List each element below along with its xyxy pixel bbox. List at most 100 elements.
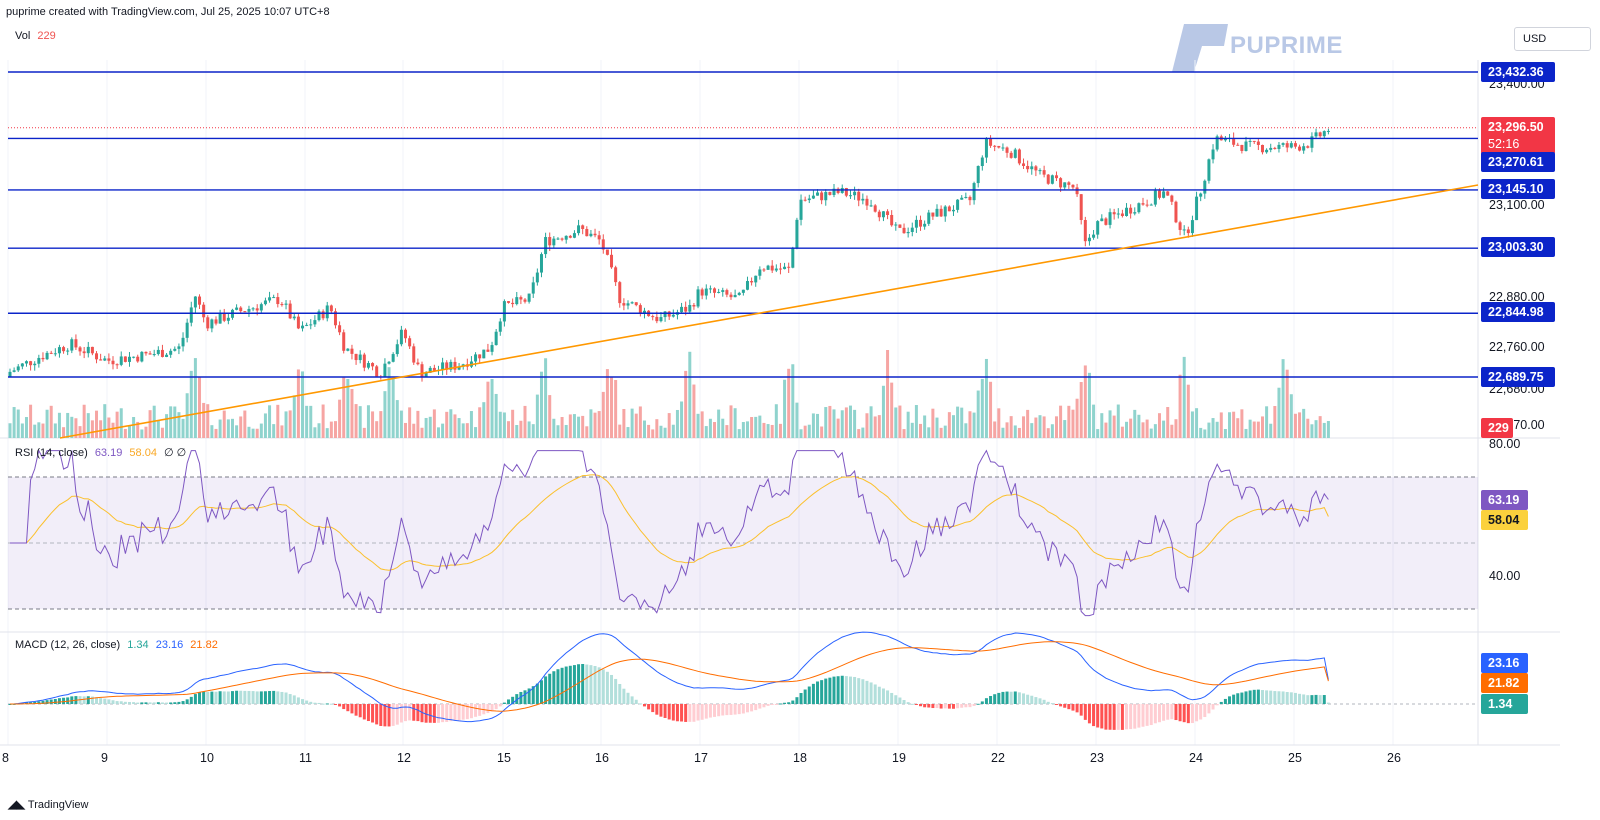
macd-histogram-bar [865, 680, 869, 704]
macd-histogram-bar [1112, 704, 1116, 730]
candle-body [259, 304, 263, 311]
volume-bar [931, 408, 935, 438]
macd-histogram-bar [41, 700, 45, 704]
candle-body [853, 191, 857, 196]
volume-bar [1001, 427, 1005, 438]
macd-histogram-bar [1265, 690, 1269, 704]
candle-body [1314, 132, 1318, 137]
macd-histogram-bar [688, 704, 692, 722]
candle-body [222, 312, 226, 321]
currency-selector[interactable]: USD [1514, 27, 1591, 51]
candle-body [1211, 149, 1215, 160]
volume-bar [478, 407, 482, 438]
candle-body [568, 235, 572, 238]
puprime-logo-icon [1172, 24, 1228, 72]
macd-histogram-bar [57, 698, 61, 704]
volume-bar [527, 421, 531, 438]
macd-histogram-bar [803, 689, 807, 704]
volume-bar [890, 382, 894, 438]
volume-bar [976, 390, 980, 438]
candle-body [1108, 212, 1112, 225]
volume-bar [655, 419, 659, 438]
time-tick-22: 22 [991, 751, 1005, 765]
candle-body [811, 195, 815, 199]
volume-bar [919, 423, 923, 438]
macd-histogram-bar [395, 704, 399, 725]
candle-body [1030, 166, 1034, 170]
volume-bar [57, 412, 61, 438]
volume-bar [1083, 365, 1087, 438]
volume-bar [783, 379, 787, 438]
volume-bar [848, 405, 852, 438]
macd-histogram-bar [1186, 704, 1190, 724]
candle-body [1100, 218, 1104, 222]
candle-body [1083, 220, 1087, 242]
volume-bar [445, 411, 449, 438]
macd-histogram-bar [399, 704, 403, 723]
volume-bar [836, 418, 840, 438]
candle-body [507, 301, 511, 303]
macd-histogram-bar [811, 683, 815, 704]
candle-body [136, 356, 140, 362]
volume-bar [387, 367, 391, 438]
candle-body [511, 302, 515, 305]
macd-histogram-bar [181, 701, 185, 704]
volume-bar [16, 409, 20, 438]
macd-histogram-bar [919, 704, 923, 707]
macd-histogram-bar [1236, 693, 1240, 704]
level-label-2: 23,270.61 [1481, 152, 1555, 172]
volume-bar [383, 391, 387, 438]
volume-bar [45, 409, 49, 438]
candle-body [680, 306, 684, 313]
candle-body [857, 191, 861, 201]
volume-bar [399, 410, 403, 438]
volume-bar [745, 421, 749, 438]
candle-body [66, 350, 70, 352]
volume-bar [1022, 416, 1026, 438]
macd-histogram-bar [119, 701, 123, 704]
macd-histogram-bar [424, 704, 428, 723]
candle-body [708, 288, 712, 290]
candle-body [956, 199, 960, 210]
candle-body [758, 269, 762, 276]
macd-histogram-bar [193, 694, 197, 704]
macd-histogram-bar [923, 704, 927, 708]
volume-bar [910, 422, 914, 438]
candle-body [218, 312, 222, 324]
volume-bar [136, 421, 140, 438]
candle-body [288, 303, 292, 319]
candle-body [1104, 218, 1108, 225]
candle-body [445, 362, 449, 370]
volume-bar [787, 368, 791, 438]
candle-body [45, 352, 49, 360]
volume-bar [24, 417, 28, 438]
volume-bar [943, 425, 947, 438]
candle-body [453, 361, 457, 370]
candle-body [247, 308, 251, 312]
volume-bar [1108, 410, 1112, 438]
candle-body [1120, 213, 1124, 217]
candle-body [828, 192, 832, 195]
candle-body [20, 363, 24, 367]
volume-bar [1100, 413, 1104, 438]
candle-body [1318, 132, 1322, 137]
candle-body [305, 324, 309, 326]
volume-legend: Vol 229 [15, 30, 56, 42]
candle-body [585, 228, 589, 237]
volume-bar [263, 413, 267, 438]
candle-body [935, 208, 939, 217]
volume-bar [490, 378, 494, 438]
volume-bar [762, 422, 766, 438]
macd-histogram-bar [964, 704, 968, 708]
candle-body [486, 349, 490, 352]
volume-bar [684, 370, 688, 438]
volume-bar [156, 420, 160, 438]
macd-histogram-bar [1009, 691, 1013, 704]
macd-histogram-bar [1005, 691, 1009, 704]
macd-histogram-bar [527, 688, 531, 704]
volume-bar [1104, 422, 1108, 438]
candle-body [1244, 141, 1248, 151]
candle-body [338, 325, 342, 333]
candle-body [354, 353, 358, 361]
